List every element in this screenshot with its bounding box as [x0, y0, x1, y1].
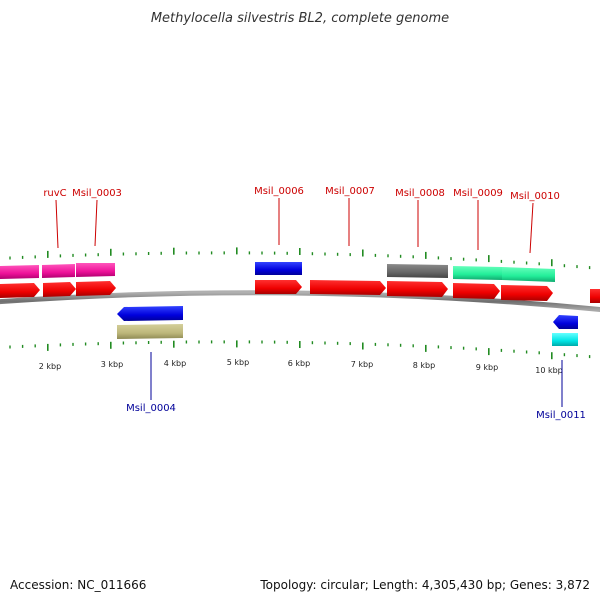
scale-label: 4 kbp	[164, 359, 186, 368]
gene-feature[interactable]	[501, 285, 553, 301]
gene-feature[interactable]	[552, 333, 578, 346]
forward-lower-track	[0, 280, 600, 303]
scale-label: 7 kbp	[351, 360, 373, 369]
upper-tick-row	[9, 247, 591, 270]
scale-label: 3 kbp	[101, 360, 123, 369]
scale-label: 5 kbp	[227, 358, 249, 367]
gene-feature[interactable]	[255, 262, 302, 275]
gene-feature[interactable]	[453, 283, 500, 299]
accession-text: Accession: NC_011666	[10, 578, 147, 592]
gene-feature[interactable]	[43, 282, 76, 297]
gene-feature[interactable]	[0, 283, 40, 298]
gene-feature[interactable]	[255, 280, 302, 294]
lower-tick-row	[9, 340, 591, 360]
map-title: Methylocella silvestris BL2, complete ge…	[151, 11, 449, 26]
gene-feature[interactable]	[0, 265, 39, 279]
scale-labels: 2 kbp 3 kbp 4 kbp 5 kbp 6 kbp 7 kbp 8 kb…	[39, 358, 563, 375]
gene-label-msil-0010[interactable]: Msil_0010	[510, 191, 560, 202]
gene-label-msil-0003[interactable]: Msil_0003	[72, 188, 122, 199]
reverse-track	[117, 306, 578, 346]
gene-label-msil-0007[interactable]: Msil_0007	[325, 186, 375, 197]
gene-feature[interactable]	[453, 266, 502, 280]
gene-feature[interactable]	[590, 289, 600, 303]
leader-line	[529, 202, 534, 254]
gene-feature[interactable]	[42, 264, 75, 278]
gene-label-msil-0006[interactable]: Msil_0006	[254, 186, 304, 197]
scale-label: 2 kbp	[39, 362, 61, 371]
scale-label: 8 kbp	[413, 361, 435, 370]
forward-upper-track	[0, 262, 555, 282]
gene-feature[interactable]	[553, 315, 578, 329]
genome-backbone	[0, 290, 600, 313]
scale-label: 6 kbp	[288, 359, 310, 368]
gene-feature[interactable]	[117, 324, 183, 339]
gene-feature[interactable]	[502, 267, 555, 282]
leader-line	[94, 199, 98, 247]
gene-label-ruvC[interactable]: ruvC	[43, 188, 66, 199]
gene-feature[interactable]	[310, 280, 386, 295]
gene-labels: ruvC Msil_0003 Msil_0006 Msil_0007 Msil_…	[43, 186, 586, 421]
gene-feature[interactable]	[387, 281, 448, 297]
gene-feature[interactable]	[76, 263, 115, 277]
gene-label-msil-0008[interactable]: Msil_0008	[395, 188, 445, 199]
gene-label-msil-0004[interactable]: Msil_0004	[126, 403, 176, 414]
gene-label-msil-0009[interactable]: Msil_0009	[453, 188, 503, 199]
gene-label-msil-0011[interactable]: Msil_0011	[536, 410, 586, 421]
scale-label: 9 kbp	[476, 363, 498, 372]
genome-info-text: Topology: circular; Length: 4,305,430 bp…	[260, 578, 590, 592]
gene-feature[interactable]	[117, 306, 183, 321]
scale-label: 10 kbp	[535, 366, 563, 375]
gene-feature[interactable]	[387, 264, 448, 278]
leader-line	[55, 199, 59, 249]
gene-feature[interactable]	[76, 281, 116, 296]
leader-lines	[55, 198, 563, 407]
